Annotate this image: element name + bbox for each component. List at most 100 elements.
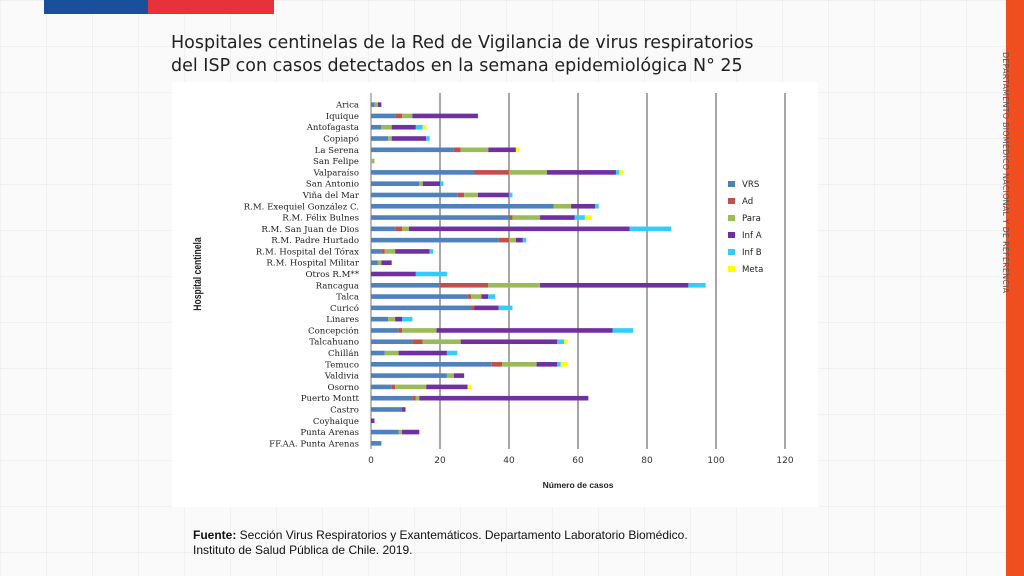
bar-segment-para — [402, 328, 437, 333]
y-category-label: R.M. Exequiel González C. — [244, 201, 359, 212]
bar-segment-inf-b — [629, 226, 672, 232]
bar-segment-para — [553, 203, 572, 209]
x-axis-title: Número de casos — [543, 480, 614, 490]
bar-segment-vrs — [371, 294, 468, 299]
bar-segment-inf-a — [381, 260, 392, 266]
bar-segment-inf-a — [395, 249, 430, 254]
bar-segment-inf-a — [412, 113, 478, 119]
y-category-label: Talcahuano — [309, 338, 359, 348]
legend-label: Meta — [742, 265, 763, 275]
bar-segment-para — [395, 384, 427, 390]
y-category-label: Valdivia — [324, 372, 359, 382]
bar-segment-inf-a — [460, 339, 558, 345]
bar-segment-inf-a — [391, 124, 416, 130]
bar-segment-para — [402, 226, 409, 232]
y-category-label: La Serena — [315, 146, 359, 156]
bar-segment-inf-a — [546, 170, 616, 175]
bar-segment-ad — [471, 305, 475, 311]
bar-segment-inf-a — [419, 395, 589, 401]
y-category-label: Copiapó — [323, 134, 359, 145]
x-tick-label: 20 — [434, 456, 446, 466]
x-tick-label: 120 — [776, 456, 793, 466]
y-category-label: R.M. Félix Bulnes — [282, 213, 359, 224]
bar-segment-inf-a — [481, 294, 489, 299]
bar-segment-para — [398, 429, 403, 435]
bar-segment-vrs — [371, 260, 378, 266]
bar-segment-vrs — [371, 192, 458, 198]
bar-segment-meta — [619, 170, 623, 175]
bar-segment-inf-a — [540, 215, 575, 220]
bar-segment-ad — [498, 237, 509, 243]
y-category-label: Otros R.M** — [305, 270, 359, 280]
bar-segment-vrs — [371, 170, 475, 175]
bar-segment-ad — [398, 328, 403, 333]
y-category-label: Osorno — [328, 383, 359, 393]
bar-segment-para — [464, 192, 478, 198]
bar-segment-inf-a — [402, 429, 420, 435]
source-label: Fuente: — [193, 528, 237, 542]
y-category-label: Linares — [326, 315, 359, 325]
bar-segment-vrs — [371, 407, 403, 412]
bar-segment-vrs — [371, 124, 382, 130]
bar-segment-inf-a — [371, 271, 416, 277]
bar-segment-inf-a — [436, 328, 613, 333]
y-category-label: R.M. Hospital del Tórax — [256, 246, 359, 257]
y-category-label: San Felipe — [313, 157, 359, 167]
top-accent-bar — [44, 0, 274, 14]
y-category-label: R.M. San Juan de Dios — [261, 225, 359, 235]
bar-segment-inf-b — [688, 282, 706, 288]
bar-segment-inf-a — [515, 237, 523, 243]
bar-segment-inf-a — [398, 350, 447, 356]
bar-segment-meta — [422, 124, 427, 130]
bar-segment-para — [471, 294, 482, 299]
source-footnote-line-1: Fuente: Sección Virus Respiratorios y Ex… — [193, 528, 688, 543]
bar-segment-inf-a — [377, 102, 382, 107]
bar-segment-meta — [584, 215, 592, 220]
bar-segment-ad — [381, 249, 385, 254]
source-footnote-line-2: Instituto de Salud Pública de Chile. 201… — [193, 543, 413, 557]
bar-segment-meta — [515, 147, 520, 153]
bar-segment-para — [422, 339, 461, 345]
bar-segment-vrs — [371, 328, 399, 333]
bar-segment-ad — [391, 384, 396, 390]
bar-segment-para — [371, 158, 375, 164]
bar-segment-inf-b — [615, 170, 620, 175]
legend-swatch-meta — [728, 266, 735, 272]
bar-segment-ad — [440, 282, 489, 288]
bar-segment-vrs — [371, 226, 396, 232]
bar-segment-ad — [457, 192, 465, 198]
y-category-label: Coyhaique — [313, 417, 359, 427]
bar-segment-ad — [412, 339, 423, 345]
bar-segment-meta — [560, 362, 568, 367]
bar-segment-vrs — [371, 181, 420, 186]
bar-segment-vrs — [371, 249, 382, 254]
bar-segment-vrs — [371, 362, 492, 367]
bar-segment-vrs — [371, 113, 396, 119]
bar-segment-para — [509, 170, 547, 175]
bar-segment-inf-b — [415, 271, 447, 277]
legend-label: Inf A — [742, 231, 762, 241]
y-category-label: R.M. Padre Hurtado — [271, 236, 359, 246]
x-tick-label: 40 — [503, 456, 515, 466]
legend-label: Inf B — [742, 248, 762, 258]
y-category-label: FF.AA. Punta Arenas — [269, 439, 359, 449]
bar-segment-ad — [509, 215, 513, 220]
legend-swatch-ad — [728, 198, 735, 204]
bar-segment-inf-a — [540, 282, 689, 288]
bar-segment-inf-a — [395, 316, 403, 322]
bar-segment-para — [384, 249, 396, 254]
bar-segment-inf-a — [536, 362, 558, 367]
y-category-label: Chillán — [328, 348, 359, 359]
bar-segment-inf-b — [557, 362, 561, 367]
y-category-label: San Antonio — [306, 180, 359, 190]
bar-segment-vrs — [371, 339, 413, 345]
chart-panel: 0 20 40 60 80 100 120 Arica Iquique Antofagasta Co… — [172, 82, 818, 507]
bar-segment-vrs — [371, 147, 454, 153]
bar-segment-vrs — [371, 215, 509, 220]
bar-segment-vrs — [371, 305, 472, 311]
bar-segment-inf-b — [446, 350, 458, 356]
x-tick-label: 60 — [572, 456, 584, 466]
bar-segment-para — [377, 260, 382, 266]
y-category-label: Concepción — [308, 325, 359, 336]
y-category-label: Antofagasta — [306, 123, 359, 133]
